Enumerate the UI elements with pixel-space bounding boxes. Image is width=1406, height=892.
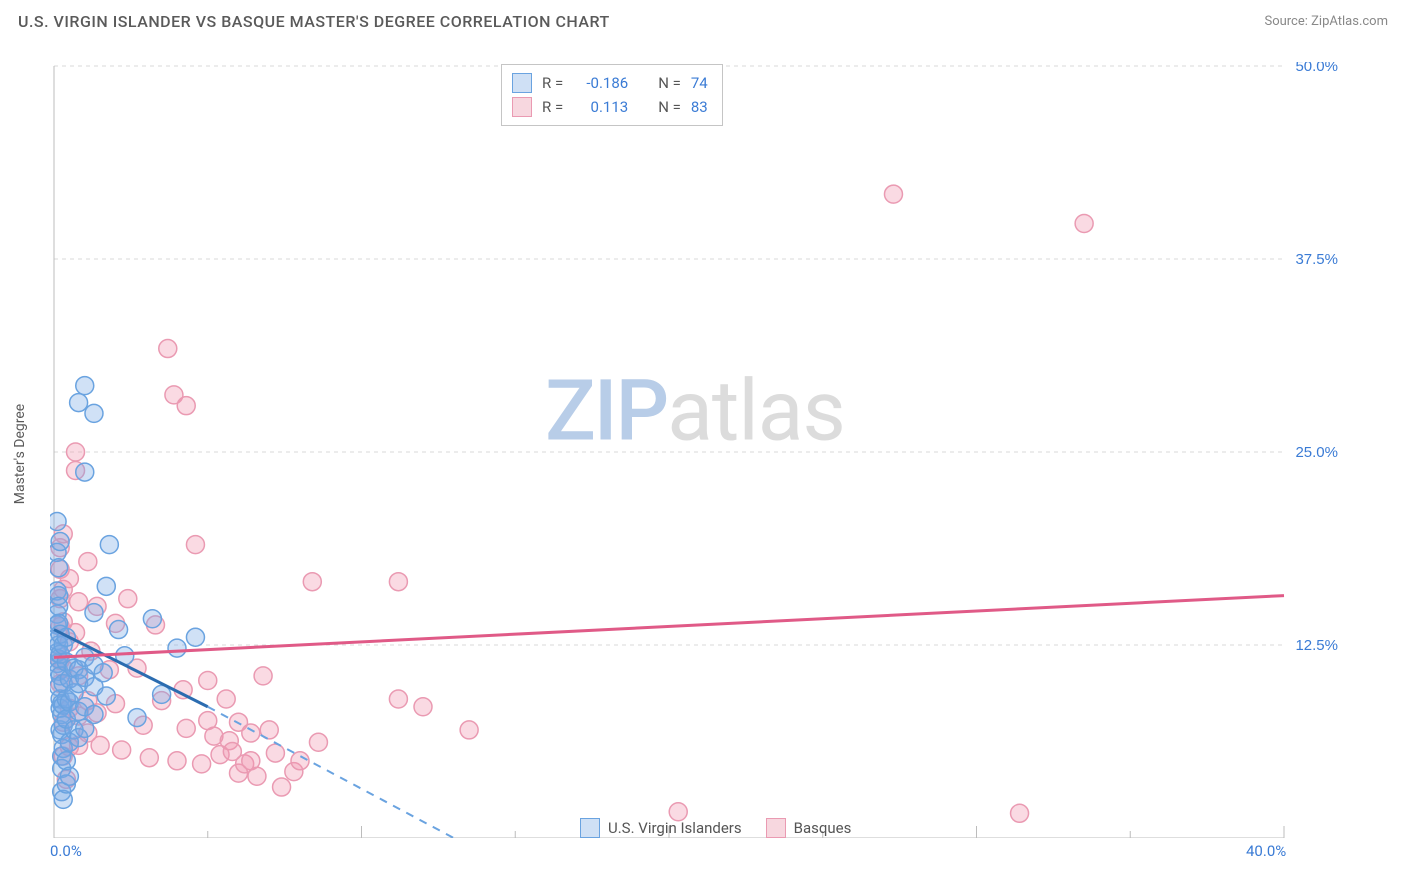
chart-title: U.S. VIRGIN ISLANDER VS BASQUE MASTER'S … bbox=[18, 12, 610, 31]
svg-text:12.5%: 12.5% bbox=[1295, 637, 1338, 654]
legend-item-basques: Basques bbox=[766, 818, 852, 838]
legend-label-usvi: U.S. Virgin Islanders bbox=[608, 819, 742, 837]
y-axis-label: Master's Degree bbox=[12, 404, 28, 504]
x-axis-max-label: 40.0% bbox=[1246, 842, 1286, 860]
legend-item-usvi: U.S. Virgin Islanders bbox=[580, 818, 742, 838]
legend-swatch-basques bbox=[766, 818, 786, 838]
svg-text:50.0%: 50.0% bbox=[1295, 62, 1338, 75]
stat-legend-row: R = 0.113 N = 83 bbox=[512, 95, 708, 119]
svg-text:37.5%: 37.5% bbox=[1295, 251, 1338, 268]
n-label: N = bbox=[658, 95, 681, 119]
r-value: -0.186 bbox=[573, 71, 628, 95]
svg-text:25.0%: 25.0% bbox=[1295, 444, 1338, 461]
n-label: N = bbox=[658, 71, 681, 95]
chart-area: 12.5%25.0%37.5%50.0% ZIPatlas R =-0.186N… bbox=[50, 62, 1340, 838]
legend-label-basques: Basques bbox=[794, 819, 852, 837]
stat-legend-row: R = -0.186 N = 74 bbox=[512, 71, 708, 95]
n-value: 83 bbox=[691, 95, 708, 119]
legend-swatch bbox=[512, 97, 532, 117]
chart-header: U.S. VIRGIN ISLANDER VS BASQUE MASTER'S … bbox=[0, 0, 1406, 41]
correlation-legend: R = -0.186 N = 74 R = 0.113 N = 83 bbox=[501, 64, 723, 126]
r-value: 0.113 bbox=[573, 95, 628, 119]
legend-swatch bbox=[512, 73, 532, 93]
r-label: R = bbox=[542, 71, 563, 95]
legend-swatch-usvi bbox=[580, 818, 600, 838]
n-value: 74 bbox=[691, 71, 708, 95]
scatter-chart: 12.5% 25.0% 37.5% 50.0% bbox=[50, 62, 1340, 838]
r-label: R = bbox=[542, 95, 563, 119]
x-axis-min-label: 0.0% bbox=[50, 842, 82, 860]
chart-source: Source: ZipAtlas.com bbox=[1264, 14, 1388, 29]
series-legend: U.S. Virgin Islanders Basques bbox=[580, 818, 851, 838]
